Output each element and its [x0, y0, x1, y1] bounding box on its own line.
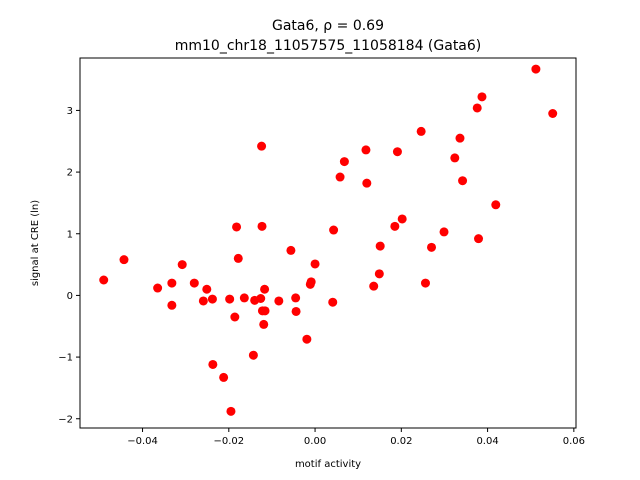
data-point — [202, 284, 212, 294]
y-tick-label: −2 — [58, 414, 73, 425]
data-point — [455, 133, 465, 143]
x-axis-label: motif activity — [295, 459, 361, 470]
data-point — [257, 141, 267, 151]
data-point — [397, 214, 407, 224]
data-point — [248, 350, 258, 360]
data-point — [208, 359, 218, 369]
data-point — [167, 278, 177, 288]
x-tick-label: 0.02 — [390, 436, 412, 447]
data-point — [335, 172, 345, 182]
data-point — [119, 255, 129, 265]
data-point — [420, 278, 430, 288]
data-point — [230, 312, 240, 322]
data-point — [256, 294, 266, 303]
data-point — [329, 225, 339, 235]
chart-title-line2: mm10_chr18_11057575_11058184 (Gata6) — [175, 38, 482, 54]
x-tick-label: −0.02 — [213, 436, 244, 447]
y-axis-ticks: −2 −1 0 1 2 3 — [58, 106, 80, 425]
data-point — [310, 259, 320, 269]
data-point — [153, 283, 163, 293]
data-point — [198, 296, 208, 306]
data-point — [328, 297, 338, 307]
data-point — [531, 64, 541, 74]
data-point — [226, 406, 236, 416]
data-point — [439, 227, 449, 237]
data-point — [259, 319, 269, 329]
data-point — [233, 253, 243, 263]
x-tick-label: 0.04 — [476, 436, 498, 447]
data-point — [491, 200, 501, 210]
data-point — [369, 281, 379, 291]
data-point — [474, 234, 484, 244]
data-point — [257, 221, 267, 231]
data-point — [416, 126, 426, 136]
data-point — [260, 306, 270, 316]
data-point — [427, 242, 437, 252]
data-point — [339, 157, 349, 167]
data-point — [177, 260, 187, 270]
data-point — [232, 222, 242, 232]
data-point — [450, 153, 460, 163]
data-points — [99, 64, 558, 416]
data-point — [390, 221, 400, 231]
data-point — [291, 306, 301, 316]
data-point — [548, 109, 558, 118]
data-point — [274, 296, 284, 306]
data-point — [260, 284, 270, 294]
data-point — [374, 269, 384, 279]
x-axis-ticks: −0.04 −0.02 0.00 0.02 0.04 0.06 — [127, 428, 585, 447]
data-point — [291, 293, 301, 303]
y-tick-label: 0 — [67, 291, 73, 302]
x-tick-label: −0.04 — [127, 436, 158, 447]
data-point — [207, 294, 217, 304]
chart-title-line1: Gata6, ρ = 0.69 — [272, 18, 384, 34]
data-point — [306, 277, 316, 287]
data-point — [219, 372, 229, 382]
y-axis-label: signal at CRE (ln) — [30, 200, 41, 286]
data-point — [302, 334, 312, 344]
plot-frame — [79, 57, 577, 429]
data-point — [458, 176, 468, 186]
data-point — [225, 294, 235, 304]
data-point — [167, 300, 177, 310]
data-point — [239, 293, 249, 303]
data-point — [286, 245, 296, 255]
data-point — [361, 145, 371, 155]
data-point — [477, 92, 487, 102]
y-tick-label: −1 — [58, 353, 73, 364]
chart-title: Gata6, ρ = 0.69 mm10_chr18_11057575_1105… — [175, 18, 482, 54]
y-tick-label: 3 — [67, 106, 73, 117]
y-tick-label: 1 — [67, 229, 73, 240]
y-tick-label: 2 — [67, 168, 73, 179]
x-tick-label: 0.06 — [563, 436, 585, 447]
data-point — [362, 178, 372, 188]
data-point — [392, 147, 402, 157]
data-point — [375, 241, 385, 251]
x-tick-label: 0.00 — [304, 436, 326, 447]
data-point — [99, 275, 109, 285]
data-point — [189, 278, 199, 288]
data-point — [472, 103, 482, 113]
